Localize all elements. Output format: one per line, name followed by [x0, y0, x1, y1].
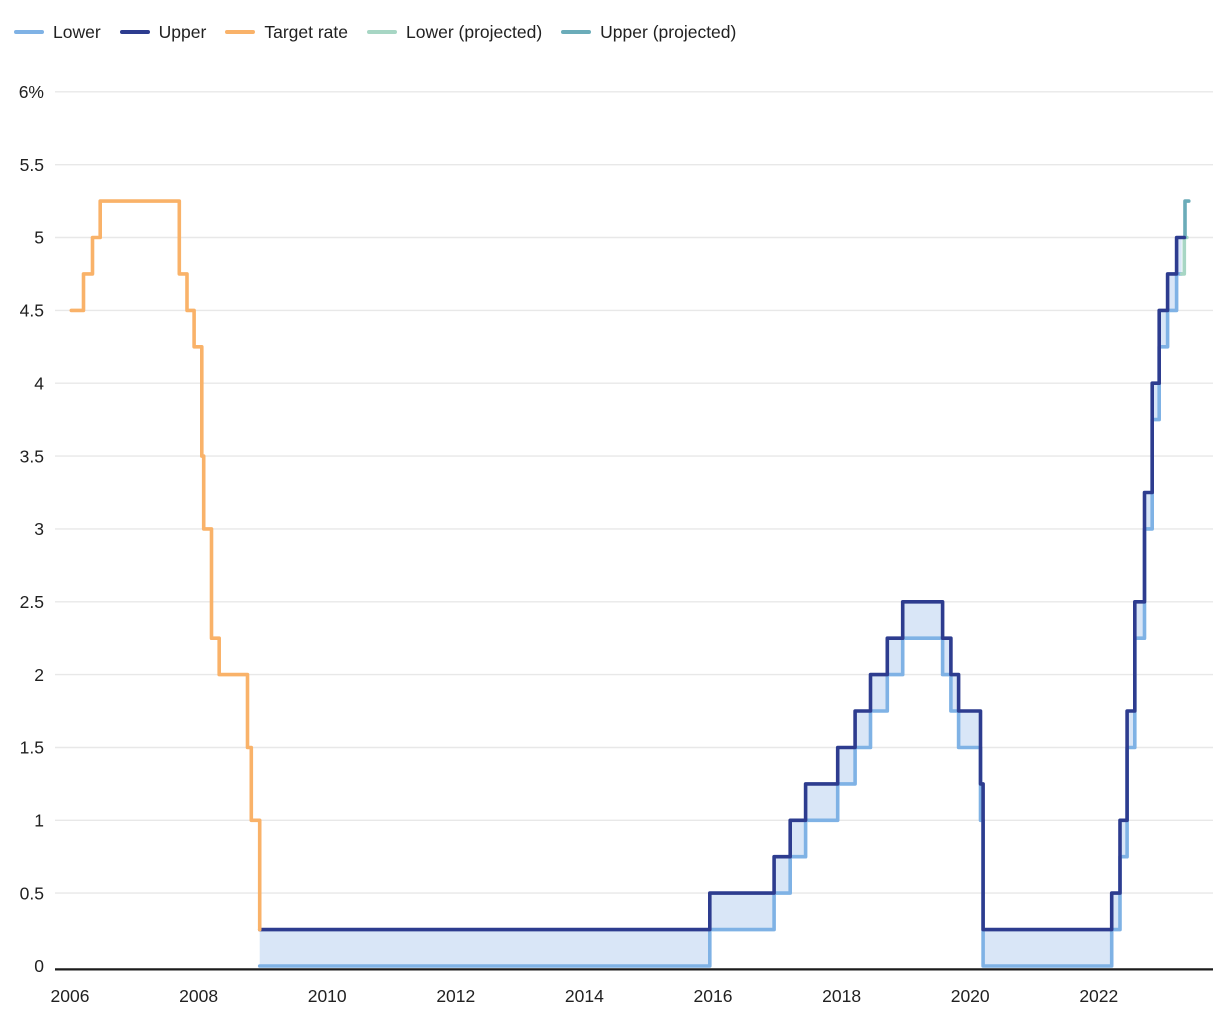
legend-item-upper-projected: Upper (projected) [561, 21, 736, 43]
y-tick-label: 3.5 [20, 446, 44, 466]
legend-label: Upper (projected) [600, 22, 737, 42]
y-axis-labels: 6% 5.5 5 4.5 4 3.5 3 2.5 2 1.5 1 0.5 0 [19, 82, 45, 976]
legend-label: Lower [53, 22, 101, 42]
x-tick-label: 2008 [179, 986, 218, 1006]
series-line-upper [257, 235, 1187, 932]
x-tick-label: 2006 [51, 986, 90, 1006]
legend-swatch-upper-projected [561, 30, 592, 34]
x-tick-label: 2018 [822, 986, 861, 1006]
series-line-upper-projected [1183, 199, 1191, 240]
legend-label: Lower (projected) [406, 22, 543, 42]
y-tick-label: 3 [34, 519, 44, 539]
x-tick-label: 2022 [1079, 986, 1118, 1006]
y-tick-label: 0.5 [20, 883, 44, 903]
y-tick-label: 1.5 [20, 738, 44, 758]
legend-item-target-rate: Target rate [225, 21, 348, 43]
gridlines [55, 91, 1213, 894]
y-tick-label: 2 [34, 665, 44, 685]
x-tick-label: 2016 [694, 986, 733, 1006]
y-tick-label: 1 [34, 811, 44, 831]
legend-swatch-lower [14, 30, 44, 34]
x-tick-label: 2020 [951, 986, 990, 1006]
x-tick-label: 2010 [308, 986, 347, 1006]
series-line-lower [257, 272, 1184, 968]
y-tick-label: 0 [34, 956, 44, 976]
legend-item-upper: Upper [119, 21, 207, 43]
y-tick-label: 5.5 [20, 155, 44, 175]
legend-item-lower: Lower [14, 21, 101, 43]
legend-label: Upper [158, 22, 207, 42]
x-tick-label: 2012 [436, 986, 475, 1006]
series-line-target-rate [69, 199, 262, 932]
legend-swatch-target-rate [225, 30, 256, 34]
x-axis-labels: 2006 2008 2010 2012 2014 2016 2018 2020 2022 [51, 986, 1119, 1006]
legend-item-lower-projected: Lower (projected) [367, 21, 542, 43]
series-line-lower-projected [1179, 235, 1189, 276]
y-tick-label: 4.5 [20, 301, 44, 321]
legend-label: Target rate [264, 22, 348, 42]
y-tick-label: 2.5 [20, 592, 44, 612]
y-tick-label: 4 [34, 373, 44, 393]
legend-swatch-lower-projected [367, 30, 397, 34]
legend-swatch-upper [119, 30, 150, 34]
legend: Lower Upper Target rate Lower (projected) Up… [14, 21, 736, 43]
y-tick-label: 5 [34, 228, 44, 248]
x-tick-label: 2014 [565, 986, 604, 1006]
y-tick-label: 6% [19, 82, 44, 102]
